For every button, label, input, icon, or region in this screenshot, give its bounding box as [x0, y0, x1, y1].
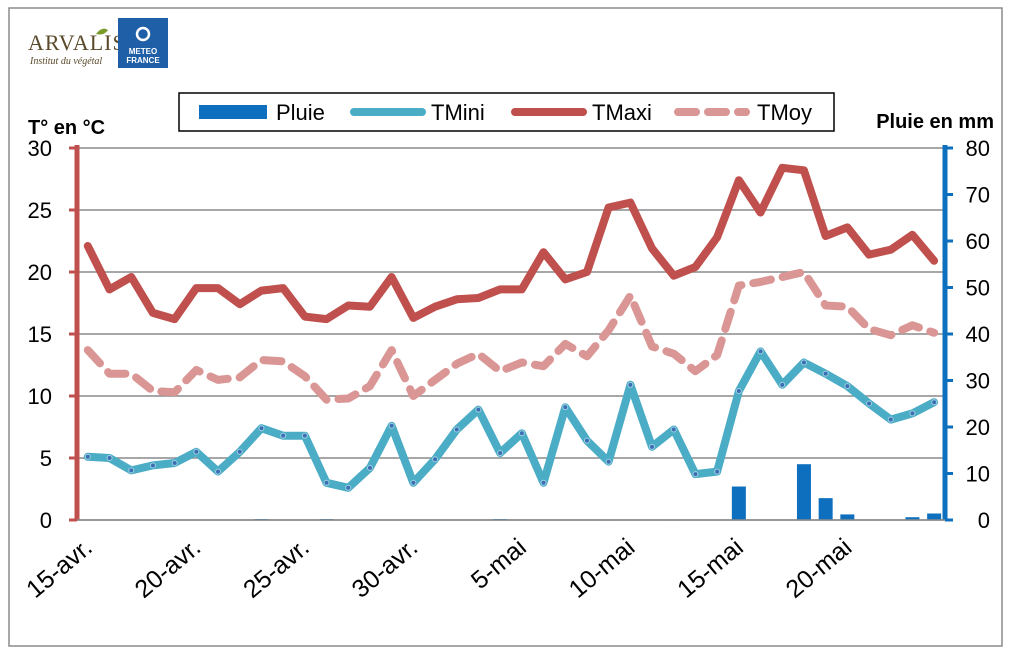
point-tmini	[366, 464, 373, 471]
point-tmini	[627, 381, 634, 388]
point-tmini	[149, 462, 156, 469]
point-tmini	[714, 468, 721, 475]
arvalis-logo-subtitle: Institut du végétal	[29, 56, 102, 67]
point-tmini	[171, 459, 178, 466]
meteo-logo-icon	[135, 26, 151, 42]
point-tmini	[84, 453, 91, 460]
point-tmini	[215, 468, 222, 475]
legend-label-pluie: Pluie	[276, 100, 325, 125]
point-tmini	[345, 484, 352, 491]
point-tmini	[779, 381, 786, 388]
meteo-france-logo: METEO FRANCE	[118, 18, 168, 68]
point-tmini	[844, 383, 851, 390]
point-tmini	[106, 455, 113, 461]
y-tick-label-right: 20	[966, 415, 990, 440]
legend-label-tmoy: TMoy	[757, 100, 812, 125]
y-tick-label-right: 60	[966, 229, 990, 254]
point-tmini	[128, 467, 135, 474]
point-tmini	[193, 448, 200, 455]
bar-pluie	[731, 486, 746, 520]
bar-pluie	[927, 513, 942, 520]
y-tick-label-left: 0	[40, 508, 52, 533]
point-tmini	[258, 425, 265, 432]
series-line-tmini	[83, 347, 939, 492]
bar-pluie	[818, 498, 833, 520]
y-tick-label-left: 20	[28, 260, 52, 285]
y-tick-label-right: 0	[978, 508, 990, 533]
point-tmini	[475, 406, 482, 413]
meteo-logo-box	[118, 18, 168, 68]
y-tick-label-right: 50	[966, 276, 990, 301]
point-tmini	[432, 456, 439, 463]
point-tmini	[735, 388, 742, 395]
bar-pluie	[840, 514, 855, 520]
legend-swatch-pluie	[199, 105, 267, 119]
point-tmini	[800, 359, 807, 366]
y-axis-left-title: T° en °C	[28, 117, 105, 139]
point-tmini	[453, 426, 460, 433]
legend: Pluie TMini TMaxi TMoy	[178, 92, 835, 132]
arvalis-logo: ARVALIS Institut du végétal	[28, 28, 126, 67]
y-tick-label-right: 10	[966, 462, 990, 487]
y-tick-label-left: 30	[28, 136, 52, 161]
y-tick-label-left: 25	[28, 198, 52, 223]
series-line-tmoy	[83, 268, 939, 404]
point-tmini	[518, 430, 525, 437]
point-tmini	[822, 370, 829, 377]
y-tick-label-right: 80	[966, 136, 990, 161]
y-tick-label-right: 30	[966, 369, 990, 394]
point-tmini	[540, 479, 547, 486]
y-tick-label-left: 15	[28, 322, 52, 347]
series-line-tmaxi	[83, 163, 939, 324]
point-tmini	[236, 448, 243, 455]
bar-pluie	[905, 517, 920, 520]
point-tmini	[301, 432, 308, 439]
legend-label-tmaxi: TMaxi	[592, 100, 652, 125]
arvalis-logo-name: ARVALIS	[28, 30, 126, 55]
y-tick-label-left: 10	[28, 384, 52, 409]
leaf-icon	[96, 28, 108, 35]
meteo-logo-line2: FRANCE	[126, 56, 160, 65]
bar-pluie	[796, 464, 811, 520]
y-tick-label-left: 5	[40, 446, 52, 471]
point-tmini	[757, 348, 764, 355]
point-tmini	[649, 443, 656, 450]
meteo-logo-line1: METEO	[129, 47, 157, 56]
point-tmini	[497, 450, 504, 457]
point-tmini	[887, 416, 894, 423]
point-tmini	[388, 422, 395, 429]
point-tmini	[323, 479, 330, 486]
y-tick-label-right: 70	[966, 183, 990, 208]
point-tmini	[562, 404, 569, 411]
y-tick-label-right: 40	[966, 322, 990, 347]
point-tmini	[280, 432, 287, 439]
temperature-lines	[83, 163, 939, 492]
point-tmini	[605, 458, 612, 465]
y-axis-right-title: Pluie en mm	[876, 111, 994, 133]
point-tmini	[583, 437, 590, 444]
point-tmini	[866, 400, 873, 407]
point-tmini	[931, 399, 938, 406]
point-tmini	[410, 479, 417, 486]
point-tmini	[670, 426, 677, 433]
y-axis-right-ticks: 0 10 20 30 40 50 60 70 80	[945, 136, 990, 533]
point-tmini	[909, 410, 916, 417]
legend-label-tmini: TMini	[431, 100, 485, 125]
y-axis-left-ticks: 0 5 10 15 20 25 30	[28, 136, 77, 533]
point-tmini	[692, 471, 699, 478]
